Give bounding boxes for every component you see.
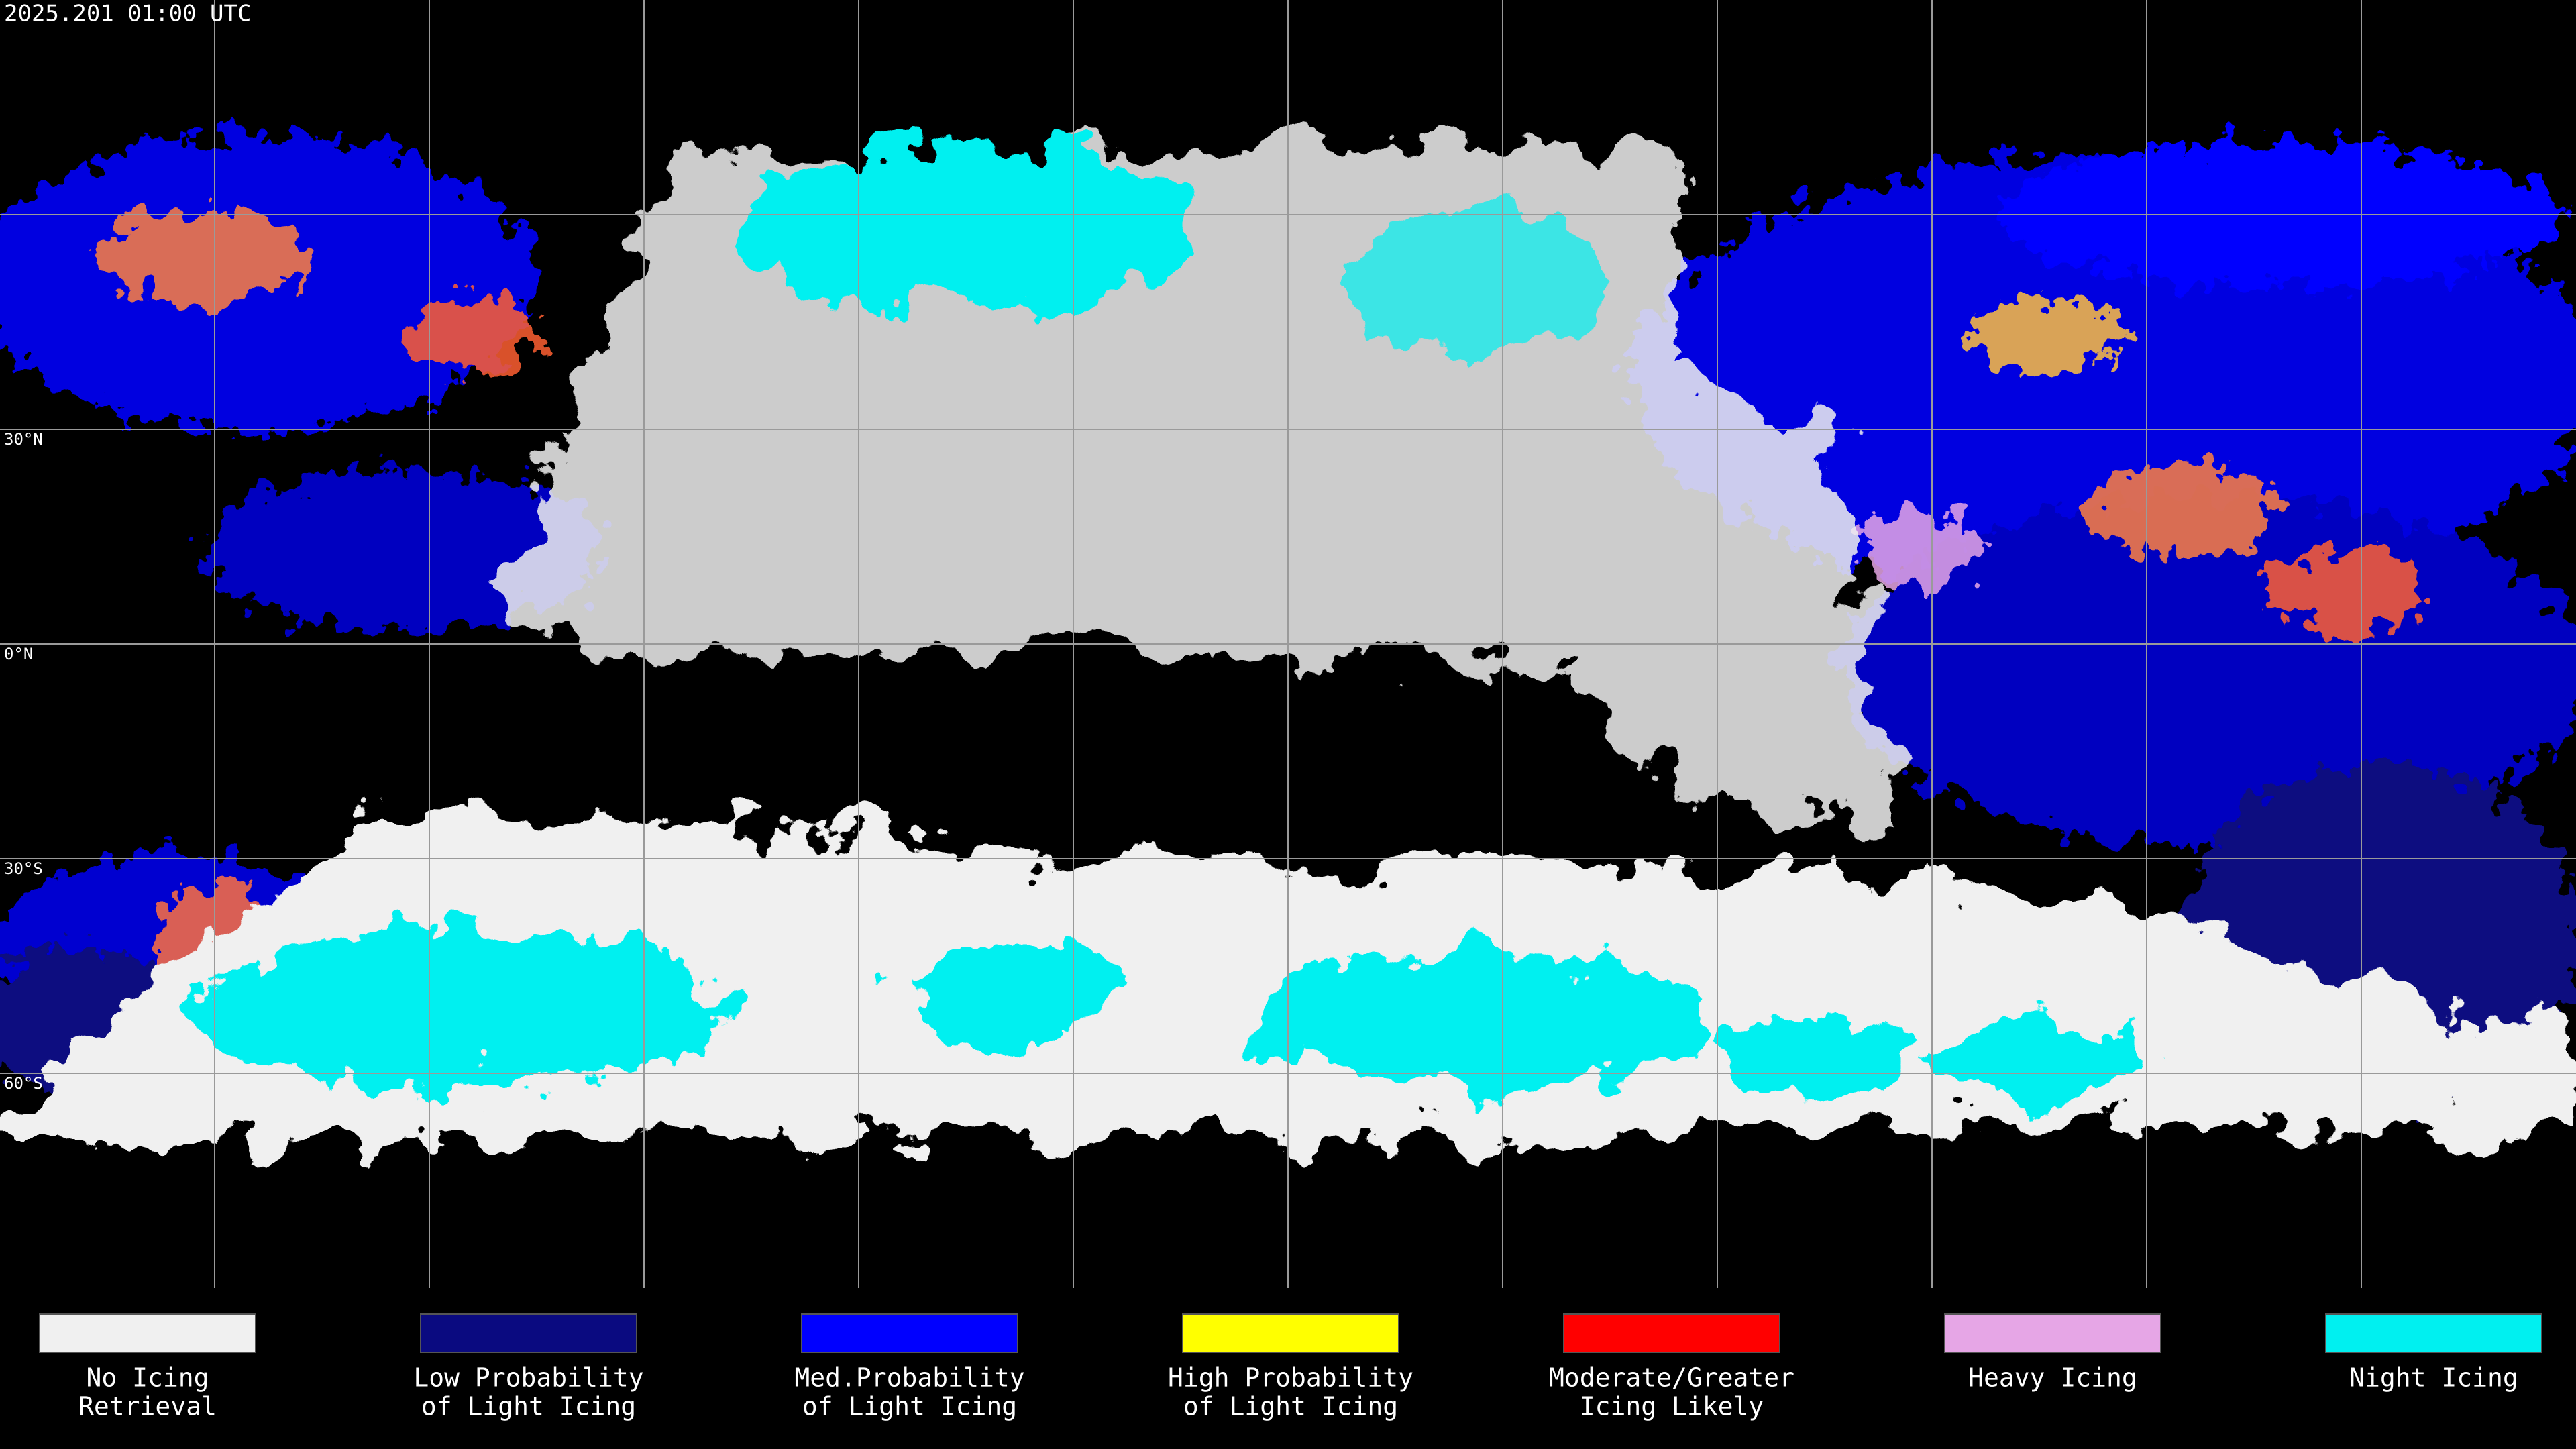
- latitude-label: 30°S: [4, 859, 43, 878]
- timestamp: 2025.201 01:00 UTC: [4, 1, 251, 28]
- legend-label: Low Probability: [413, 1363, 643, 1393]
- legend-swatch: [1563, 1313, 1780, 1353]
- latitude-labels: 30°N 0°N 30°S 60°S: [4, 430, 43, 1093]
- legend-swatch: [1944, 1313, 2161, 1353]
- legend-item: Night Icing: [2325, 1313, 2542, 1393]
- legend-swatch: [801, 1313, 1018, 1353]
- legend-label: of Light Icing: [1183, 1392, 1398, 1421]
- legend-label: of Light Icing: [802, 1392, 1017, 1421]
- legend-label: Night Icing: [2349, 1363, 2518, 1393]
- legend-label: High Probability: [1168, 1363, 1413, 1393]
- latitude-label: 30°N: [4, 430, 43, 449]
- latitude-label: 0°N: [4, 645, 33, 663]
- graticule: [0, 0, 2576, 1288]
- legend-swatch: [420, 1313, 637, 1353]
- legend-label: Med.Probability: [794, 1363, 1024, 1393]
- legend-label: Icing Likely: [1580, 1392, 1764, 1421]
- legend-label: of Light Icing: [421, 1392, 636, 1421]
- legend-swatch: [1182, 1313, 1399, 1353]
- legend-swatch: [39, 1313, 256, 1353]
- legend-label: Retrieval: [78, 1392, 217, 1421]
- legend-label: No Icing: [86, 1363, 209, 1393]
- latitude-label: 60°S: [4, 1074, 43, 1093]
- legend-label: Heavy Icing: [1968, 1363, 2137, 1393]
- legend-swatch: [2325, 1313, 2542, 1353]
- legend-item: Heavy Icing: [1944, 1313, 2161, 1393]
- legend-label: Moderate/Greater: [1549, 1363, 1794, 1393]
